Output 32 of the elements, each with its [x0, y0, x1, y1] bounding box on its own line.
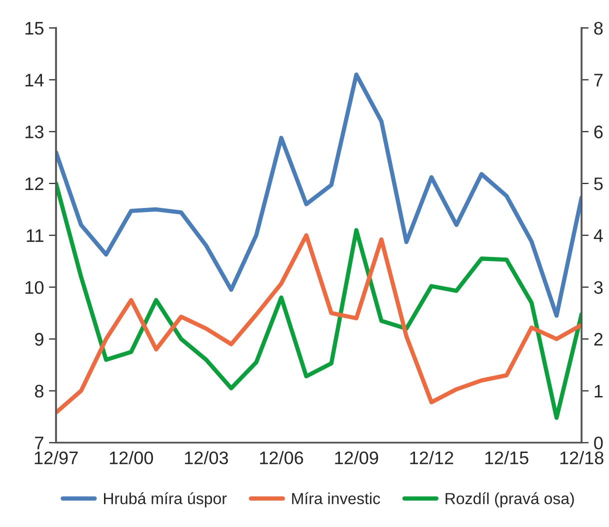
- y2-tick-label: 0: [594, 436, 603, 450]
- line-series: [56, 233, 582, 415]
- y-tick-label: 12: [26, 177, 44, 190]
- x-tick-label: 12/03: [184, 451, 228, 464]
- y-tick-label: 10: [26, 281, 44, 294]
- legend-label: Hrubá míra úspor: [104, 492, 227, 508]
- legend-label: Rozdíl (pravá osa): [446, 492, 574, 508]
- x-tick-label: 12/15: [485, 451, 528, 464]
- y-tick-label: 7: [35, 436, 44, 450]
- y2-tick-label: 1: [594, 384, 603, 398]
- legend-label: Míra investic: [292, 492, 380, 504]
- x-tick-label: 12/00: [110, 451, 153, 464]
- y2-tick-label: 3: [594, 281, 603, 294]
- x-tick-label: 12/18: [560, 451, 604, 464]
- y2-tick-label: 6: [594, 126, 603, 138]
- x-tick-label: 12/09: [335, 451, 378, 464]
- line-series: [56, 181, 582, 420]
- y-tick-label: 15: [26, 22, 44, 35]
- y-tick-label: 11: [26, 229, 44, 242]
- y2-tick-label: 8: [594, 22, 603, 35]
- y2-tick-label: 4: [594, 229, 603, 242]
- x-tick-label: 12/12: [410, 451, 454, 464]
- y-tick-label: 8: [34, 384, 44, 398]
- x-tick-label: 12/97: [34, 451, 78, 464]
- y2-tick-label: 5: [594, 178, 603, 190]
- y2-tick-label: 2: [594, 332, 603, 346]
- y-tick-label: 14: [26, 74, 44, 86]
- line-series: [56, 72, 582, 318]
- y-tick-label: 13: [26, 126, 44, 138]
- y-tick-label: 9: [35, 332, 44, 346]
- x-tick-label: 12/06: [260, 451, 304, 464]
- y2-tick-label: 7: [594, 74, 603, 86]
